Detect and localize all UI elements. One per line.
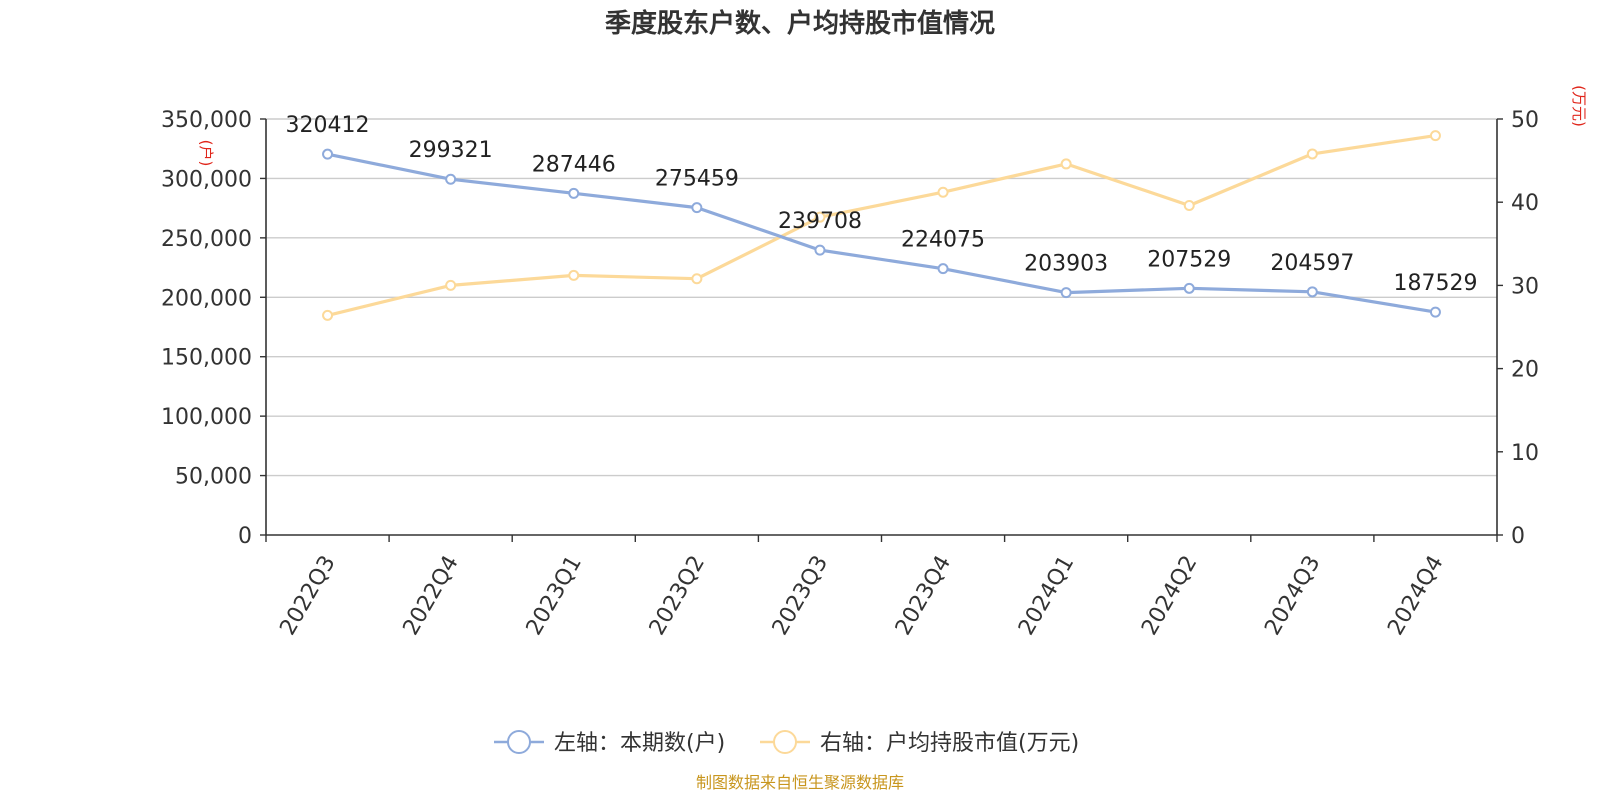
legend-label: 左轴：本期数(户) (554, 731, 725, 756)
data-label: 207529 (1147, 247, 1231, 272)
avg-value-point (1183, 200, 1195, 212)
grid-lines (266, 118, 1497, 477)
avg-value-point (937, 186, 949, 198)
left-axis-tick-label: 100,000 (161, 405, 252, 430)
left-axis-tick-label: 150,000 (161, 346, 252, 371)
x-axis-tick-label: 2023Q3 (768, 552, 833, 640)
left-axis-unit: (户) (197, 140, 215, 167)
x-axis-tick-label: 2022Q3 (275, 552, 340, 640)
avg-value-point (322, 309, 334, 321)
avg-value-point (568, 269, 580, 281)
holders-point (568, 187, 580, 199)
holders-point (691, 202, 703, 214)
data-label: 203903 (1024, 252, 1108, 277)
right-axis-tick-label: 40 (1511, 191, 1539, 216)
right-axis-tick-label: 10 (1511, 441, 1539, 466)
holders-point (1429, 306, 1441, 318)
source-note: 制图数据来自恒生聚源数据库 (696, 773, 904, 792)
x-axis-tick-label: 2022Q4 (399, 552, 464, 640)
data-label: 287446 (532, 152, 616, 177)
legend-item-holders: 左轴：本期数(户) (494, 730, 725, 756)
right-axis-unit: (万元) (1570, 85, 1588, 127)
data-label: 239708 (778, 209, 862, 234)
avg-value-point (445, 279, 457, 291)
legend-marker (507, 730, 531, 754)
series-group: 320412 299321 287446 275459 239708 224075 2039… (286, 113, 1477, 321)
avg-value-point (814, 211, 826, 223)
left-axis-tick-label: 250,000 (161, 227, 252, 252)
x-axis-tick-label: 2024Q1 (1014, 552, 1079, 640)
holders-line (327, 152, 1436, 314)
x-axis-tick-label: 2024Q2 (1137, 552, 1202, 640)
avg-value-point (1060, 158, 1072, 170)
holders-point (814, 244, 826, 256)
avg-value-point (691, 273, 703, 285)
left-axis-tick-label: 350,000 (161, 108, 252, 133)
right-axis-tick-label: 0 (1511, 524, 1525, 549)
left-axis-tick-label: 0 (238, 524, 252, 549)
legend-label: 右轴：户均持股市值(万元) (820, 731, 1079, 756)
avg-value-point (1306, 148, 1318, 160)
legend-marker (773, 730, 797, 754)
holders-point (1183, 282, 1195, 294)
legend: 左轴：本期数(户) 右轴：户均持股市值(万元) (494, 730, 1079, 756)
left-axis-tick-label: 50,000 (175, 465, 252, 490)
x-axis-tick-label: 2023Q1 (522, 552, 587, 640)
x-axis-tick-label: 2023Q2 (645, 552, 710, 640)
axes: 0 50,000 100,000 150,000 200,000 250,000 300,0… (161, 108, 1539, 640)
avg-value-point (1429, 130, 1441, 142)
holders-point (1306, 286, 1318, 298)
x-axis-tick-label: 2023Q4 (891, 552, 956, 640)
x-axis-tick-label: 2024Q3 (1260, 552, 1325, 640)
data-label: 187529 (1393, 271, 1477, 296)
chart-title: 季度股东户数、户均持股市值情况 (605, 8, 995, 39)
holders-point (937, 263, 949, 275)
right-axis-tick-label: 50 (1511, 108, 1539, 133)
data-label: 320412 (286, 113, 370, 138)
left-axis-tick-label: 200,000 (161, 286, 252, 311)
data-label: 275459 (655, 167, 739, 192)
holders-point (322, 148, 334, 160)
holders-point (1060, 287, 1072, 299)
right-axis-tick-label: 20 (1511, 358, 1539, 383)
data-label: 299321 (409, 138, 493, 163)
holders-point (445, 173, 457, 185)
data-label: 224075 (901, 228, 985, 253)
x-axis-tick-label: 2024Q4 (1383, 552, 1448, 640)
left-axis-tick-label: 300,000 (161, 167, 252, 192)
legend-item-avg-value: 右轴：户均持股市值(万元) (760, 730, 1079, 756)
right-axis-tick-label: 30 (1511, 274, 1539, 299)
avg-value-line (327, 134, 1436, 317)
data-label: 204597 (1270, 251, 1354, 276)
